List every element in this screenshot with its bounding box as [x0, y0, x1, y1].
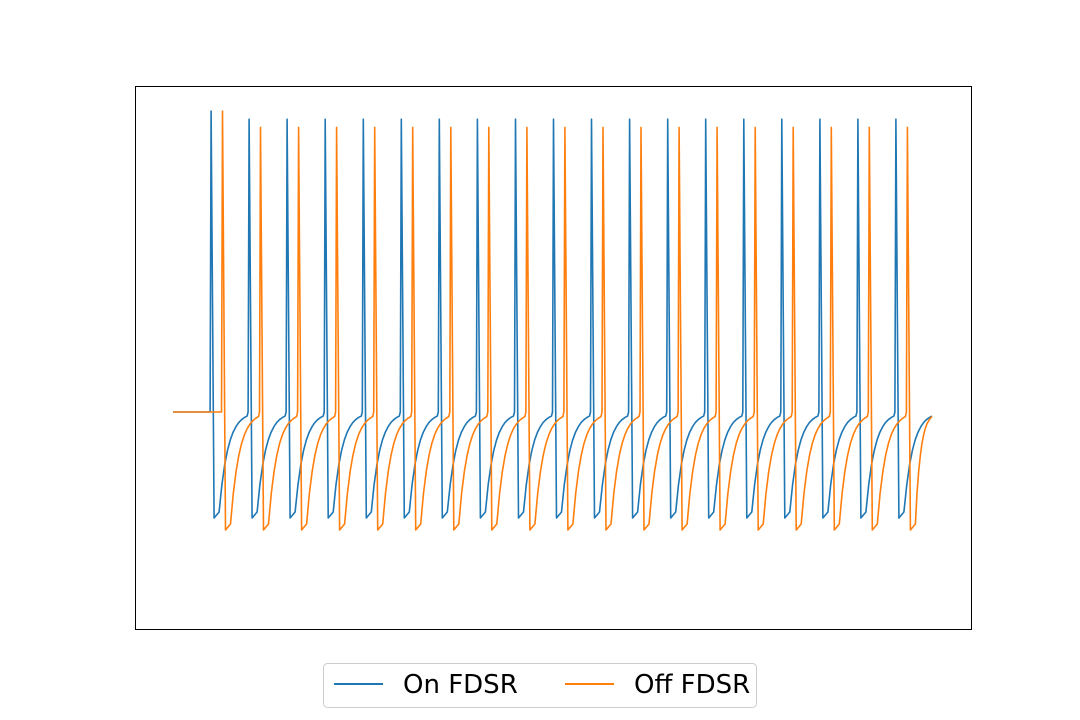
legend: On FDSR Off FDSR [323, 663, 757, 708]
legend-label-on-fdsr: On FDSR [403, 670, 518, 700]
plot-area-frame [135, 86, 972, 630]
legend-label-off-fdsr: Off FDSR [634, 670, 750, 700]
series-line-off-fdsr [173, 110, 933, 531]
series-line-on-fdsr [173, 110, 933, 519]
series-layer [173, 110, 933, 531]
legend-frame [323, 663, 757, 708]
